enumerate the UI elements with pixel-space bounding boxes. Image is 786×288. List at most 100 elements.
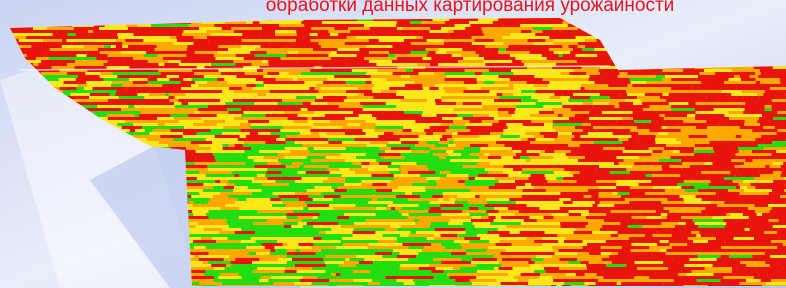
- yield-cell: [538, 99, 569, 102]
- yield-cell: [331, 51, 337, 54]
- yield-cell: [343, 234, 353, 237]
- yield-cell: [573, 48, 583, 51]
- yield-cell: [510, 165, 521, 168]
- yield-cell: [346, 90, 372, 93]
- yield-cell: [229, 225, 260, 228]
- yield-cell: [326, 231, 353, 234]
- yield-cell: [687, 114, 695, 117]
- yield-cell: [496, 213, 515, 216]
- yield-cell: [606, 174, 613, 177]
- yield-cell: [293, 153, 325, 156]
- yield-cell: [372, 192, 405, 195]
- yield-cell: [313, 225, 341, 228]
- yield-cell: [742, 90, 765, 93]
- yield-cell: [303, 207, 308, 210]
- yield-cell: [653, 231, 658, 234]
- yield-cell: [617, 120, 634, 123]
- yield-cell: [545, 228, 576, 231]
- yield-cell: [668, 267, 687, 270]
- yield-cell: [188, 102, 221, 105]
- yield-cell: [569, 117, 589, 120]
- yield-cell: [465, 228, 498, 231]
- yield-cell: [332, 282, 341, 285]
- yield-cell: [731, 198, 761, 201]
- yield-cell: [329, 165, 362, 168]
- yield-cell: [525, 255, 536, 258]
- yield-cell: [512, 147, 533, 150]
- yield-cell: [465, 63, 485, 66]
- yield-cell: [527, 84, 533, 87]
- yield-cell: [347, 123, 360, 126]
- yield-cell: [462, 240, 470, 243]
- yield-cell: [696, 234, 700, 237]
- yield-cell: [489, 213, 497, 216]
- yield-cell: [229, 87, 242, 90]
- yield-cell: [699, 93, 728, 96]
- yield-cell: [631, 81, 646, 84]
- yield-cell: [199, 249, 232, 252]
- yield-cell: [316, 177, 329, 180]
- yield-cell: [752, 120, 758, 123]
- yield-cell: [134, 33, 167, 36]
- yield-cell: [285, 147, 308, 150]
- yield-cell: [111, 96, 119, 99]
- yield-cell: [564, 282, 585, 285]
- yield-cell: [534, 270, 545, 273]
- yield-cell: [602, 87, 624, 90]
- yield-cell: [252, 180, 275, 183]
- yield-cell: [499, 210, 519, 213]
- yield-cell: [315, 186, 332, 189]
- yield-cell: [242, 279, 259, 282]
- yield-cell: [722, 120, 731, 123]
- yield-cell: [654, 72, 669, 75]
- yield-cell: [442, 135, 452, 138]
- yield-cell: [546, 270, 574, 273]
- yield-cell: [484, 60, 513, 63]
- yield-cell: [556, 177, 563, 180]
- yield-cell: [211, 147, 223, 150]
- yield-cell: [225, 102, 254, 105]
- yield-cell: [664, 207, 684, 210]
- yield-cell: [204, 228, 222, 231]
- yield-cell: [732, 69, 760, 72]
- yield-cell: [466, 126, 479, 129]
- yield-cell: [209, 210, 228, 213]
- yield-cell: [311, 126, 328, 129]
- yield-cell: [569, 210, 589, 213]
- yield-cell: [425, 189, 451, 192]
- yield-cell: [107, 114, 135, 117]
- yield-cell: [342, 141, 370, 144]
- yield-cell: [273, 87, 278, 90]
- yield-cell: [463, 204, 484, 207]
- yield-cell: [170, 108, 198, 111]
- yield-cell: [463, 93, 497, 96]
- yield-cell: [490, 162, 496, 165]
- yield-cell: [388, 108, 418, 111]
- yield-cell: [526, 234, 536, 237]
- yield-cell: [167, 75, 179, 78]
- yield-cell: [694, 150, 715, 153]
- yield-cell: [729, 72, 756, 75]
- yield-cell: [465, 183, 495, 186]
- yield-cell: [347, 63, 377, 66]
- yield-cell: [435, 99, 442, 102]
- yield-cell: [780, 216, 786, 219]
- yield-cell: [282, 201, 304, 204]
- yield-cell: [597, 198, 625, 201]
- yield-cell: [436, 51, 446, 54]
- yield-cell: [199, 27, 222, 30]
- yield-cell: [512, 114, 530, 117]
- yield-cell: [196, 165, 207, 168]
- yield-cell: [348, 135, 378, 138]
- yield-cell: [250, 204, 272, 207]
- yield-cell: [529, 156, 553, 159]
- yield-cell: [488, 156, 501, 159]
- yield-cell: [777, 132, 786, 135]
- yield-cell: [206, 30, 234, 33]
- yield-cell: [677, 183, 709, 186]
- yield-cell: [170, 36, 176, 39]
- yield-cell: [108, 117, 113, 120]
- yield-cell: [194, 42, 225, 45]
- yield-cell: [374, 216, 408, 219]
- yield-cell: [695, 222, 727, 225]
